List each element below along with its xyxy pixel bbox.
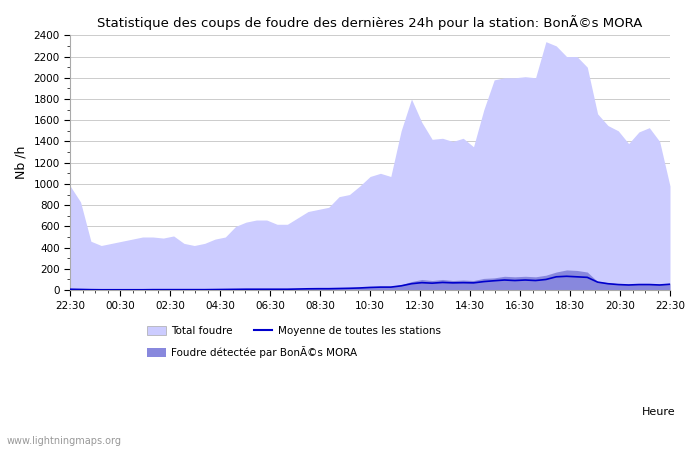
Text: www.lightningmaps.org: www.lightningmaps.org [7, 436, 122, 446]
Legend: Foudre détectée par BonÃ©s MORA: Foudre détectée par BonÃ©s MORA [148, 346, 358, 358]
Y-axis label: Nb /h: Nb /h [15, 146, 28, 180]
Title: Statistique des coups de foudre des dernières 24h pour la station: BonÃ©s MORA: Statistique des coups de foudre des dern… [97, 15, 643, 30]
Text: Heure: Heure [642, 407, 675, 417]
